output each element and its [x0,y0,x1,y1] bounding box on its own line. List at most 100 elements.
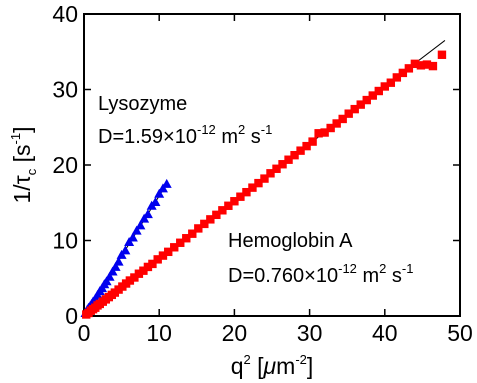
data-point-lysozyme [107,266,118,276]
y-label-open: [s [9,144,35,168]
x-tick-label: 0 [78,320,91,346]
annotation-lysozyme-name: Lysozyme [98,93,187,115]
data-point-lysozyme [127,232,138,242]
data-point-hemoglobin [332,119,341,128]
x-label-unit: m [276,353,295,379]
lyso-d-unit-exp: 2 [238,122,245,137]
data-point-lysozyme [110,261,121,271]
annotation-hemoglobin-d: D=0.760×10-12 m2 s-1 [228,261,413,287]
data-point-hemoglobin [224,201,233,210]
x-tick-label: 20 [222,320,248,346]
y-tick-label: 0 [65,303,78,329]
y-label-close: ] [9,126,35,132]
data-point-hemoglobin [134,269,144,278]
x-label-mid: [ [251,353,264,379]
data-point-hemoglobin [338,114,347,124]
hemo-d-unit-exp: 2 [379,261,386,276]
data-point-hemoglobin [188,229,197,238]
data-point-lysozyme [154,188,165,198]
data-point-lysozyme [120,245,131,255]
data-point-lysozyme [124,237,135,247]
data-point-hemoglobin [236,192,245,201]
x-label-main: q [231,353,244,379]
lyso-d-post-exp: -1 [261,122,273,137]
data-point-hemoglobin [368,91,377,100]
data-point-hemoglobin [290,150,299,160]
annotation-hemoglobin-name: Hemoglobin A [228,230,353,252]
data-point-hemoglobin [176,238,185,247]
series-hemoglobin [82,50,447,319]
lyso-d-exp: -12 [197,122,216,137]
y-label-sup: -1 [8,133,23,145]
x-label-mu: μ [263,353,277,379]
data-point-hemoglobin [254,178,263,188]
data-point-hemoglobin [278,160,287,169]
data-point-lysozyme [113,256,124,266]
x-tick-label: 40 [372,320,398,346]
data-point-hemoglobin [344,109,353,118]
data-point-hemoglobin [296,146,305,155]
y-tick-label: 30 [52,77,78,103]
data-point-hemoglobin [356,100,365,109]
lyso-d-pre: D=1.59×10 [98,126,197,148]
y-label-main: 1/τ [9,175,35,203]
data-point-hemoglobin [200,219,209,229]
x-axis-label: q2 [μm-2] [231,352,314,379]
data-point-hemoglobin [326,123,335,133]
data-point-hemoglobin [272,164,281,173]
data-point-lysozyme [131,225,142,235]
data-point-hemoglobin [206,215,215,224]
data-point-hemoglobin [437,50,447,59]
data-point-hemoglobin [158,251,168,260]
data-point-hemoglobin [139,266,148,275]
data-point-hemoglobin [218,206,227,215]
data-point-hemoglobin [153,255,162,264]
lyso-d-post: s [245,126,261,148]
data-point-hemoglobin [410,59,420,69]
data-point-lysozyme [150,196,161,206]
data-point-hemoglobin [380,82,389,91]
x-label-sup2: -2 [295,352,307,367]
hemo-d-exp: -12 [338,261,357,276]
axis-ticks: 0 10 20 30 40 50 0 10 20 30 40 [52,1,472,346]
data-point-hemoglobin [428,61,438,71]
data-point-hemoglobin [170,243,179,252]
data-point-hemoglobin [260,174,269,183]
data-point-hemoglobin [230,197,239,206]
data-point-lysozyme [101,276,112,286]
data-point-hemoglobin [248,183,257,192]
data-point-hemoglobin [374,86,383,96]
annotation-lysozyme-d: D=1.59×10-12 m2 s-1 [98,122,272,148]
data-point-hemoglobin [284,155,293,164]
lyso-d-mid: m [216,126,238,148]
data-point-lysozyme [116,249,127,259]
data-point-lysozyme [104,271,115,281]
y-tick-label: 40 [52,1,78,27]
data-point-hemoglobin [130,273,139,282]
y-axis-label: 1/τc [s-1] [8,126,39,203]
hemo-d-post-exp: -1 [402,261,414,276]
data-point-hemoglobin [266,169,275,178]
data-point-hemoglobin [182,234,191,243]
data-point-hemoglobin [398,68,408,78]
y-tick-label: 20 [52,152,78,178]
data-point-lysozyme [142,209,153,219]
data-point-lysozyme [161,178,172,188]
data-point-hemoglobin [386,78,396,87]
data-point-hemoglobin [308,137,317,146]
y-tick-label: 10 [52,228,78,254]
x-tick-label: 30 [297,320,323,346]
data-point-hemoglobin [164,247,173,257]
data-point-hemoglobin [125,276,135,285]
hemo-d-pre: D=0.760×10 [228,265,338,287]
data-point-hemoglobin [242,187,251,197]
data-point-hemoglobin [362,95,371,105]
x-tick-label: 50 [447,320,473,346]
data-point-lysozyme [139,213,150,223]
data-point-hemoglobin [143,262,153,272]
x-label-sup1: 2 [244,352,251,367]
y-label-sub: c [24,168,39,175]
hemo-d-post: s [386,265,402,287]
data-point-hemoglobin [194,224,203,233]
